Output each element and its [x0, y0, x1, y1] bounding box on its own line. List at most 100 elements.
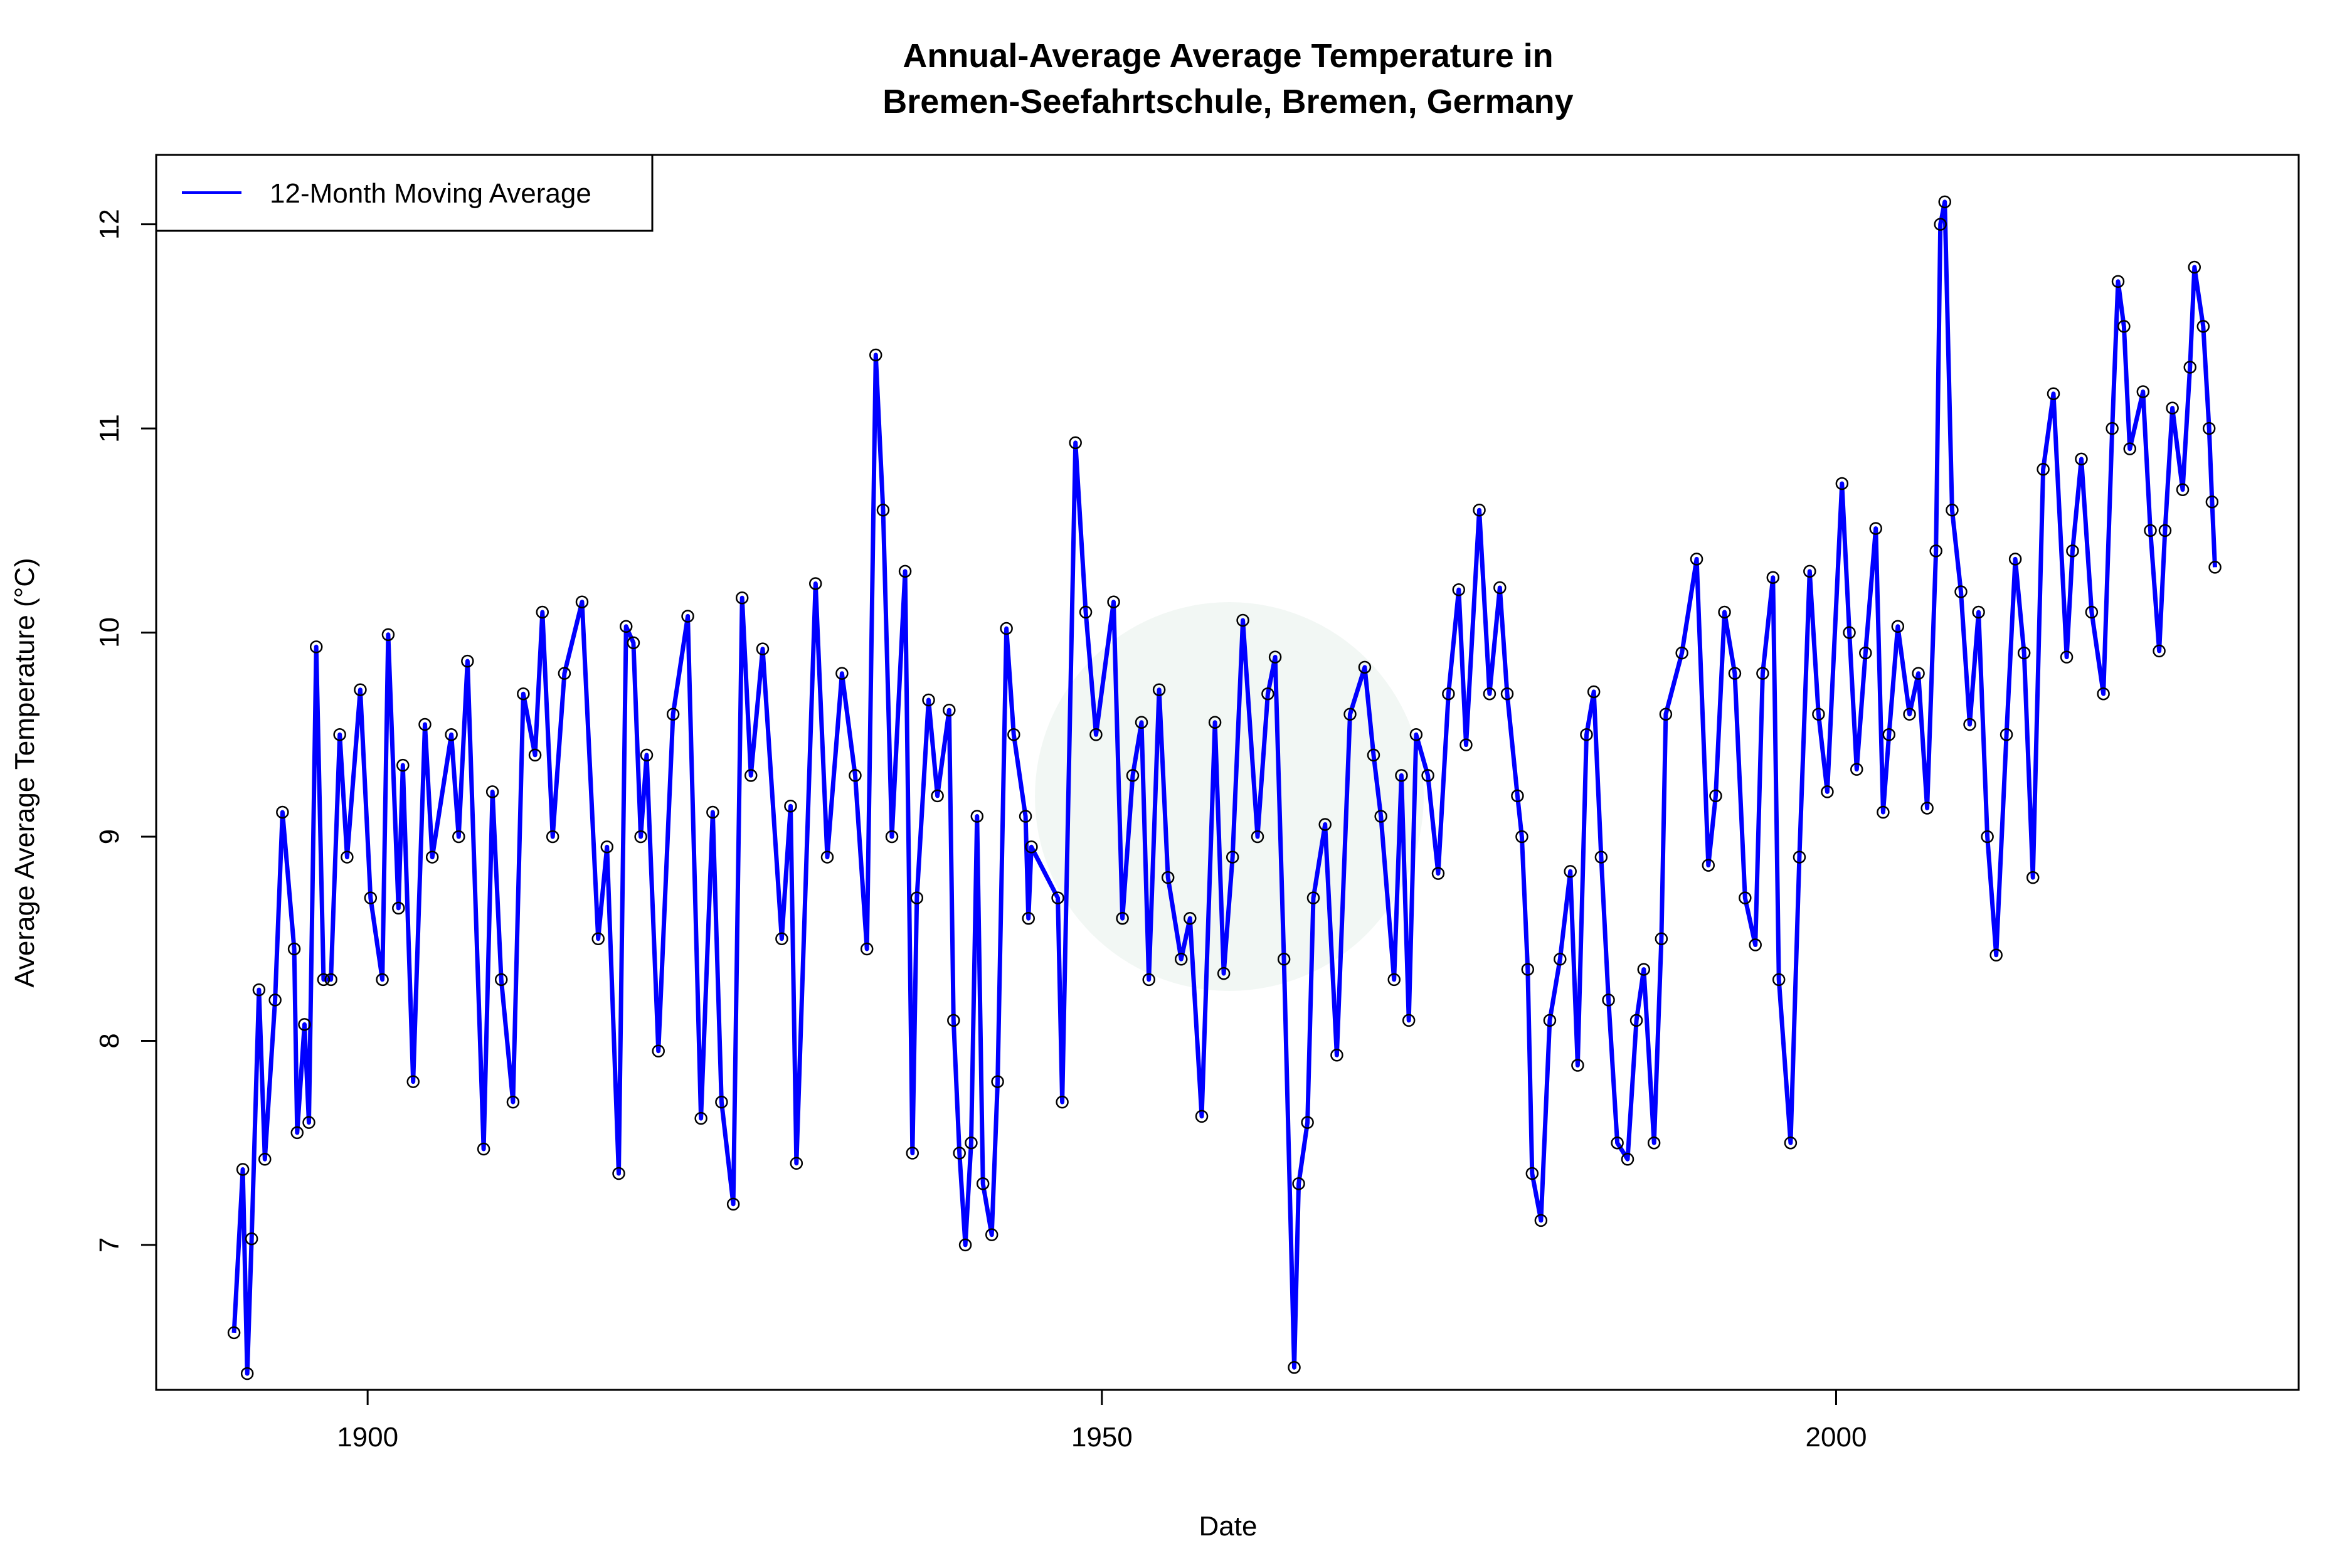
- data-point: [600, 840, 614, 854]
- data-point: [1629, 1014, 1643, 1027]
- data-point: [1056, 1095, 1069, 1109]
- data-point: [1718, 605, 1731, 619]
- data-point: [1511, 789, 1524, 803]
- data-point: [1850, 763, 1863, 776]
- data-point: [1387, 973, 1401, 987]
- data-point: [2037, 462, 2050, 476]
- data-point: [2166, 401, 2179, 415]
- data-point: [976, 1177, 990, 1190]
- data-point: [287, 942, 301, 956]
- data-point: [619, 620, 633, 633]
- data-point: [2123, 442, 2136, 455]
- data-point: [1019, 810, 1032, 823]
- data-point: [1835, 477, 1849, 490]
- data-point: [1903, 707, 1916, 721]
- data-point: [1869, 522, 1882, 535]
- data-point: [910, 891, 924, 904]
- data-point: [364, 891, 378, 904]
- data-point: [2136, 385, 2150, 398]
- data-point: [1161, 871, 1175, 884]
- data-point: [985, 1228, 999, 1241]
- data-point: [869, 348, 882, 362]
- data-point: [302, 1116, 315, 1129]
- data-point: [1174, 953, 1188, 966]
- data-point: [1702, 859, 1715, 872]
- x-axis: 1900 1950 2000: [337, 1390, 1867, 1453]
- data-point: [2047, 387, 2060, 401]
- data-point: [2008, 553, 2022, 566]
- data-point: [1301, 1116, 1314, 1129]
- data-point: [1938, 195, 1951, 209]
- data-point: [1007, 728, 1020, 741]
- data-point: [1367, 748, 1380, 762]
- data-point: [1739, 891, 1752, 904]
- data-point: [1358, 660, 1372, 674]
- data-point: [1089, 728, 1103, 741]
- data-point: [276, 805, 289, 819]
- data-point: [1483, 687, 1496, 701]
- data-point: [1268, 650, 1282, 664]
- data-point: [1288, 1360, 1301, 1374]
- data-point: [2111, 275, 2125, 289]
- data-point: [1637, 963, 1651, 976]
- y-tick-label: 11: [94, 414, 125, 443]
- data-point: [517, 687, 530, 701]
- data-point: [445, 728, 458, 741]
- data-point: [1580, 728, 1593, 741]
- data-point: [425, 850, 439, 864]
- data-point: [931, 789, 944, 803]
- data-point: [922, 693, 935, 707]
- data-point: [485, 785, 499, 798]
- data-point: [1116, 911, 1129, 925]
- data-point: [245, 1232, 258, 1246]
- data-point: [1217, 967, 1231, 980]
- data-point: [236, 1163, 250, 1176]
- data-point: [1126, 769, 1140, 782]
- data-point: [309, 640, 323, 654]
- data-point: [898, 564, 912, 578]
- data-point: [2183, 361, 2196, 374]
- data-point: [876, 504, 890, 517]
- data-point: [575, 595, 589, 608]
- data-point: [2060, 650, 2074, 664]
- watermark-logo: [1035, 602, 1424, 991]
- data-point: [612, 1167, 625, 1180]
- data-point: [1812, 707, 1825, 721]
- data-point: [2202, 421, 2216, 435]
- legend: 12-Month Moving Average: [155, 154, 654, 232]
- data-point: [681, 610, 694, 623]
- data-point: [726, 1197, 740, 1211]
- data-point: [1621, 1152, 1634, 1166]
- data-point: [227, 1326, 241, 1340]
- data-point: [958, 1238, 972, 1252]
- data-point: [418, 718, 432, 731]
- data-point: [849, 769, 862, 782]
- y-tick-label: 8: [94, 1033, 125, 1048]
- data-point: [2205, 495, 2219, 509]
- data-point: [965, 1136, 978, 1150]
- data-point: [1934, 218, 1947, 231]
- data-point: [1069, 436, 1082, 450]
- data-point: [2026, 871, 2040, 884]
- data-point: [1912, 667, 1925, 680]
- data-point: [640, 748, 654, 762]
- data-point: [1564, 865, 1577, 878]
- data-point: [1343, 707, 1357, 721]
- data-point: [1793, 850, 1806, 864]
- data-point: [1989, 948, 2003, 962]
- data-point: [2196, 320, 2210, 333]
- data-point: [1184, 911, 1197, 925]
- data-point: [2017, 646, 2031, 660]
- data-point: [1709, 789, 1722, 803]
- data-point: [1981, 830, 1994, 844]
- data-point: [1690, 553, 1703, 566]
- data-point: [1659, 707, 1673, 721]
- data-point: [1594, 850, 1608, 864]
- data-point: [1571, 1059, 1584, 1072]
- data-point: [1963, 718, 1976, 731]
- data-point: [376, 973, 389, 987]
- data-point: [1602, 993, 1615, 1007]
- data-point: [1251, 830, 1264, 844]
- data-point: [706, 805, 719, 819]
